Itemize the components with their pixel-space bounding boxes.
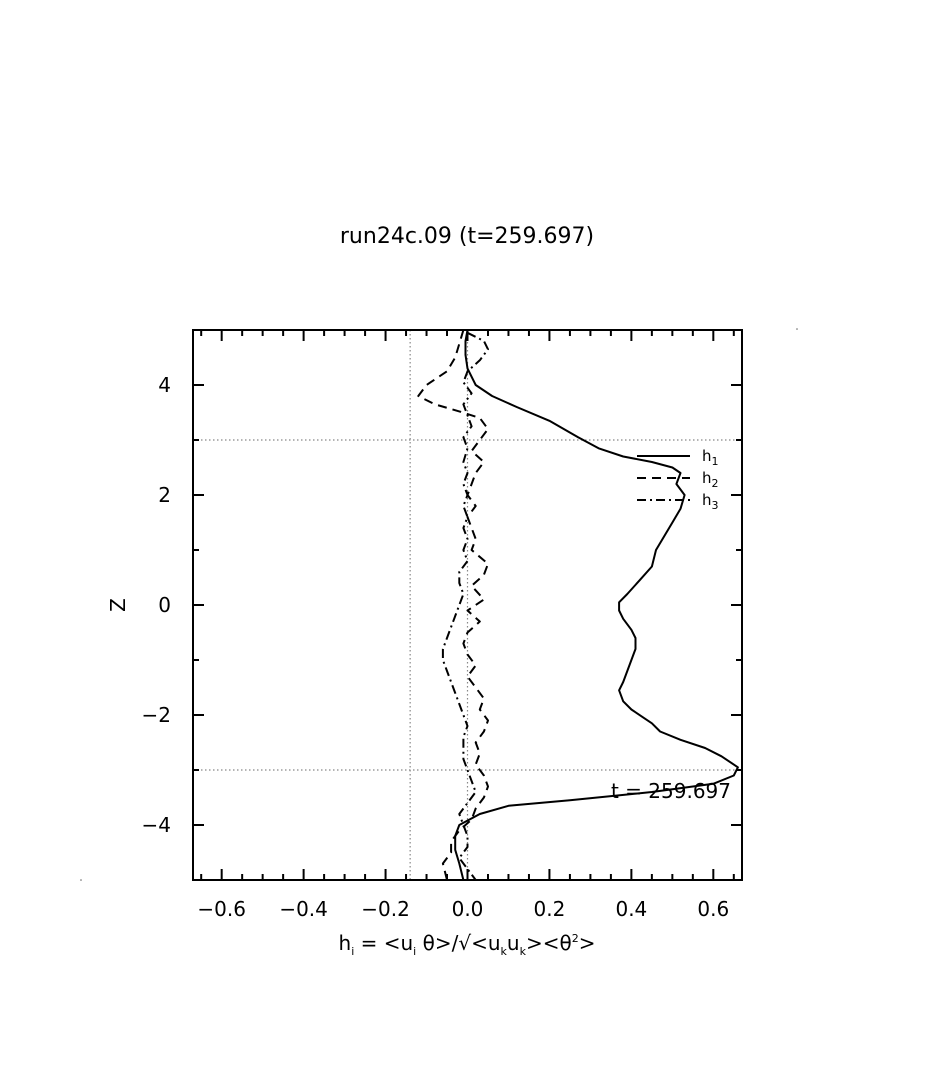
x-tick-label: 0.0	[452, 897, 484, 921]
reference-lines	[193, 330, 742, 880]
stray-dot	[796, 328, 798, 330]
legend-label-h2: h2	[702, 469, 719, 490]
y-tick-label: 4	[158, 373, 171, 397]
chart-title: run24c.09 (t=259.697)	[340, 224, 594, 249]
plot-frame	[192, 329, 743, 881]
y-tick-label: −4	[142, 813, 171, 837]
tick-labels: −0.6 −0.4 −0.2 0.0 0.2 0.4 0.6 −4 −2 0 2 4	[142, 373, 730, 921]
x-axis-label: hi = <ui θ>/√<ukuk><θ2>	[339, 931, 596, 958]
y-tick-label: 0	[158, 593, 171, 617]
series-line-h3	[441, 331, 489, 881]
y-tick-label: −2	[142, 703, 171, 727]
x-tick-label: −0.6	[197, 897, 246, 921]
stray-dot	[80, 879, 82, 881]
legend-label-h1: h1	[702, 447, 719, 468]
x-tick-label: 0.2	[534, 897, 566, 921]
series-lines	[417, 329, 739, 881]
time-annotation: t = 259.697	[611, 779, 731, 803]
x-tick-label: −0.2	[361, 897, 410, 921]
y-tick-label: 2	[158, 483, 171, 507]
x-tick-label: −0.4	[279, 897, 328, 921]
series-line-h2	[417, 329, 489, 881]
y-axis-label: Z	[106, 598, 130, 612]
series-line-h1	[454, 329, 739, 881]
x-tick-label: 0.4	[615, 897, 647, 921]
legend-label-h3: h3	[702, 491, 719, 512]
x-tick-label: 0.6	[697, 897, 729, 921]
